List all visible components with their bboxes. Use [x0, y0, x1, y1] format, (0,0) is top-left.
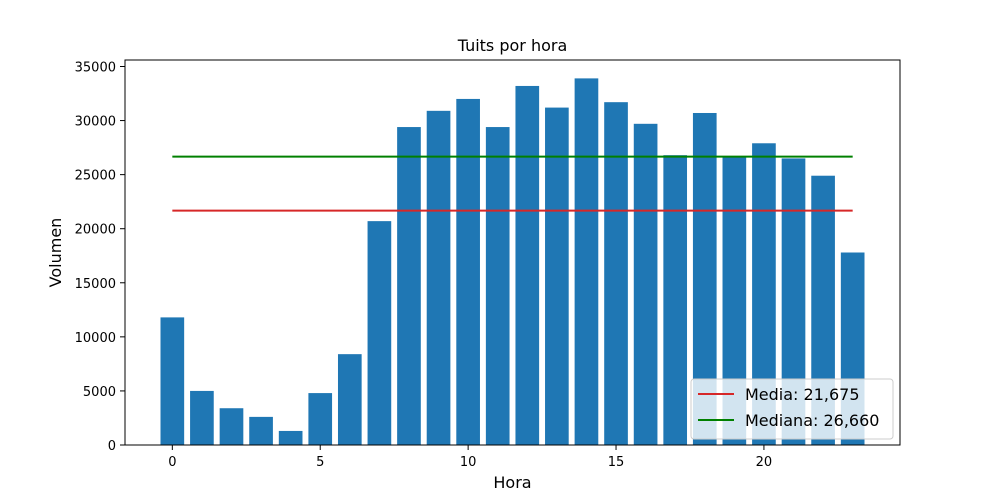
bar-hora-6	[337, 354, 362, 445]
x-tick-label: 10	[460, 455, 477, 470]
x-axis-label: Hora	[493, 473, 531, 492]
y-tick-label: 35000	[75, 60, 116, 75]
bar-hora-16	[633, 123, 658, 445]
bars-group	[160, 78, 865, 446]
x-tick-label: 20	[756, 455, 773, 470]
x-axis-ticks: 0 5 10 15 20	[168, 445, 772, 470]
y-tick-label: 30000	[75, 115, 116, 130]
bar-hora-15	[604, 102, 628, 445]
reference-lines-group	[172, 155, 853, 212]
bar-hora-10	[456, 98, 480, 445]
bar-hora-3	[249, 416, 273, 445]
bar-hora-4	[278, 430, 303, 445]
legend: Media: 21,675 Mediana: 26,660	[690, 378, 894, 440]
plot-frame	[124, 59, 901, 446]
x-tick-label: 5	[316, 455, 324, 470]
bar-hora-21	[781, 158, 806, 446]
bar-hora-22	[811, 175, 835, 445]
y-tick-label: 20000	[75, 223, 116, 238]
legend-label-mediana: Mediana: 26,660	[745, 411, 879, 430]
bar-hora-19	[722, 156, 747, 445]
x-tick-label: 15	[608, 455, 625, 470]
bar-hora-7	[367, 221, 392, 445]
bar-hora-20	[752, 143, 776, 446]
y-tick-label: 15000	[75, 277, 116, 292]
legend-label-media: Media: 21,675	[745, 385, 860, 404]
bar-hora-13	[545, 107, 569, 446]
bar-hora-9	[426, 110, 451, 446]
chart-title: Tuits por hora	[457, 36, 568, 55]
bar-hora-0	[160, 317, 185, 445]
bar-hora-18	[692, 112, 717, 445]
bar-hora-11	[485, 127, 510, 445]
y-tick-label: 0	[108, 439, 116, 454]
bar-hora-14	[574, 78, 599, 446]
bar-hora-2	[219, 408, 244, 445]
y-axis-ticks: 0 5000 10000 15000 20000 25000 30000 35000	[75, 60, 125, 454]
bar-hora-5	[308, 393, 333, 445]
x-tick-label: 0	[168, 455, 176, 470]
y-axis-label: Volumen	[46, 218, 65, 288]
y-tick-label: 25000	[75, 169, 116, 184]
bar-hora-17	[663, 155, 688, 446]
legend-box	[690, 378, 894, 440]
bar-hora-8	[397, 127, 421, 445]
y-tick-label: 10000	[75, 331, 116, 346]
bar-hora-12	[515, 85, 540, 446]
bar-hora-1	[190, 390, 214, 445]
y-tick-label: 5000	[83, 385, 116, 400]
